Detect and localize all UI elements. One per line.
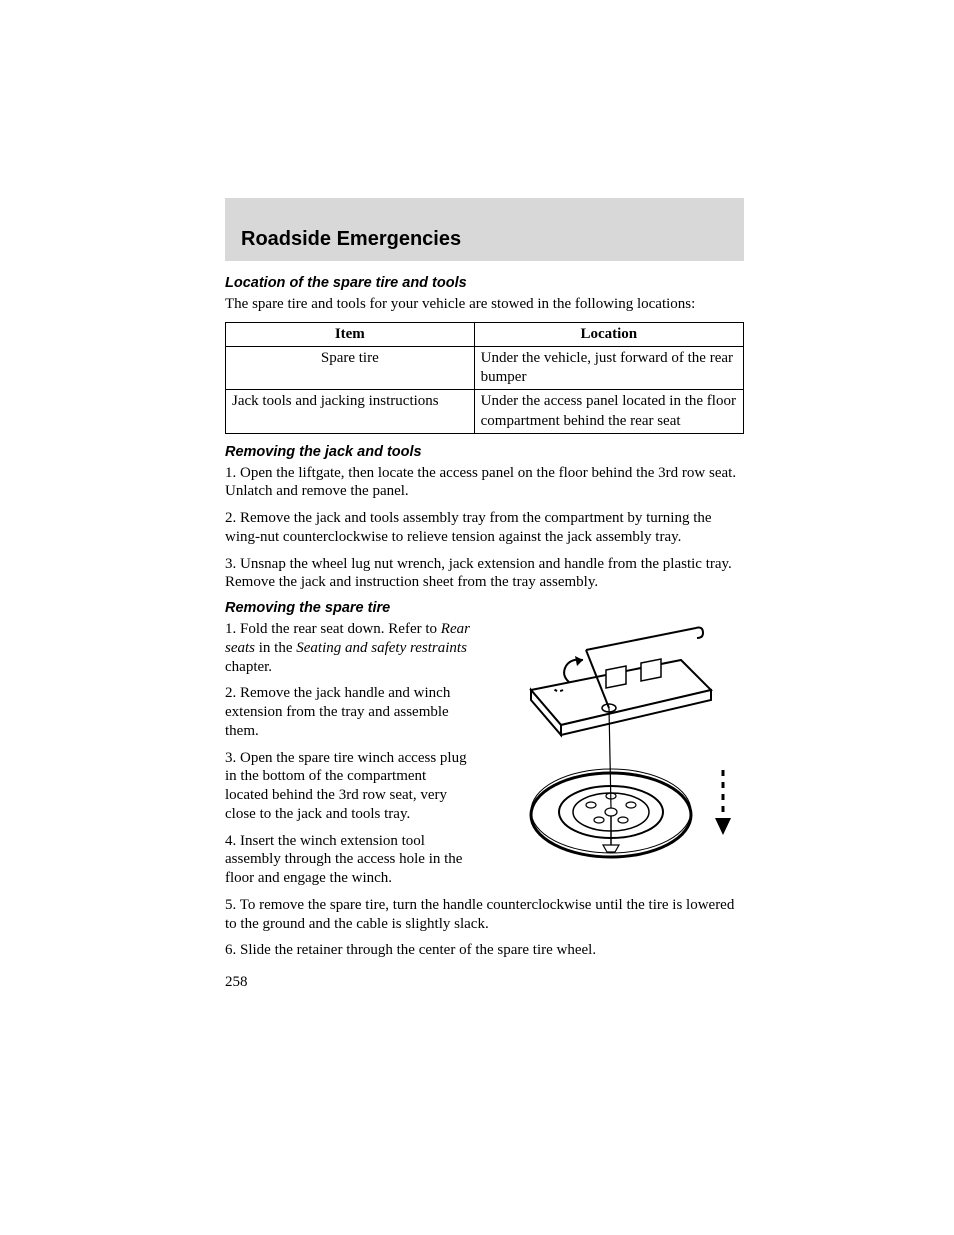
table-header-row: Item Location	[226, 322, 744, 346]
step-text: 1. Open the liftgate, then locate the ac…	[225, 464, 744, 502]
text-with-figure: 1. Fold the rear seat down. Refer to Rea…	[225, 620, 744, 896]
chapter-title: Roadside Emergencies	[241, 228, 744, 251]
chapter-header-band: Roadside Emergencies	[225, 198, 744, 261]
spare-tire-diagram-icon	[491, 620, 751, 880]
table-header-item: Item	[226, 322, 475, 346]
step-fragment: chapter.	[225, 659, 272, 675]
page-content: Roadside Emergencies Location of the spa…	[0, 0, 954, 991]
step-text: 2. Remove the jack and tools assembly tr…	[225, 509, 744, 547]
step-text: 1. Fold the rear seat down. Refer to Rea…	[225, 620, 473, 676]
table-header-location: Location	[474, 322, 743, 346]
table-row: Jack tools and jacking instructions Unde…	[226, 390, 744, 433]
section-heading-location: Location of the spare tire and tools	[225, 275, 744, 291]
step-text: 3. Open the spare tire winch access plug…	[225, 749, 473, 824]
intro-paragraph: The spare tire and tools for your vehicl…	[225, 295, 744, 314]
step-text: 6. Slide the retainer through the center…	[225, 941, 744, 960]
step-fragment: in the	[255, 640, 296, 656]
figure-column	[491, 620, 751, 885]
page-number: 258	[225, 974, 744, 991]
table-cell-item: Spare tire	[226, 346, 475, 389]
step-text: 3. Unsnap the wheel lug nut wrench, jack…	[225, 555, 744, 593]
step-fragment: 1. Fold the rear seat down. Refer to	[225, 621, 441, 637]
table-cell-location: Under the access panel located in the fl…	[474, 390, 743, 433]
table-row: Spare tire Under the vehicle, just forwa…	[226, 346, 744, 389]
step-text: 2. Remove the jack handle and winch exte…	[225, 684, 473, 740]
location-table: Item Location Spare tire Under the vehic…	[225, 322, 744, 434]
section-heading-jack: Removing the jack and tools	[225, 444, 744, 460]
table-cell-item: Jack tools and jacking instructions	[226, 390, 475, 433]
section-heading-spare: Removing the spare tire	[225, 600, 744, 616]
text-column: 1. Fold the rear seat down. Refer to Rea…	[225, 620, 473, 896]
step-em: Seating and safety restraints	[296, 640, 467, 656]
step-text: 5. To remove the spare tire, turn the ha…	[225, 896, 744, 934]
table-cell-location: Under the vehicle, just forward of the r…	[474, 346, 743, 389]
step-text: 4. Insert the winch extension tool assem…	[225, 832, 473, 888]
